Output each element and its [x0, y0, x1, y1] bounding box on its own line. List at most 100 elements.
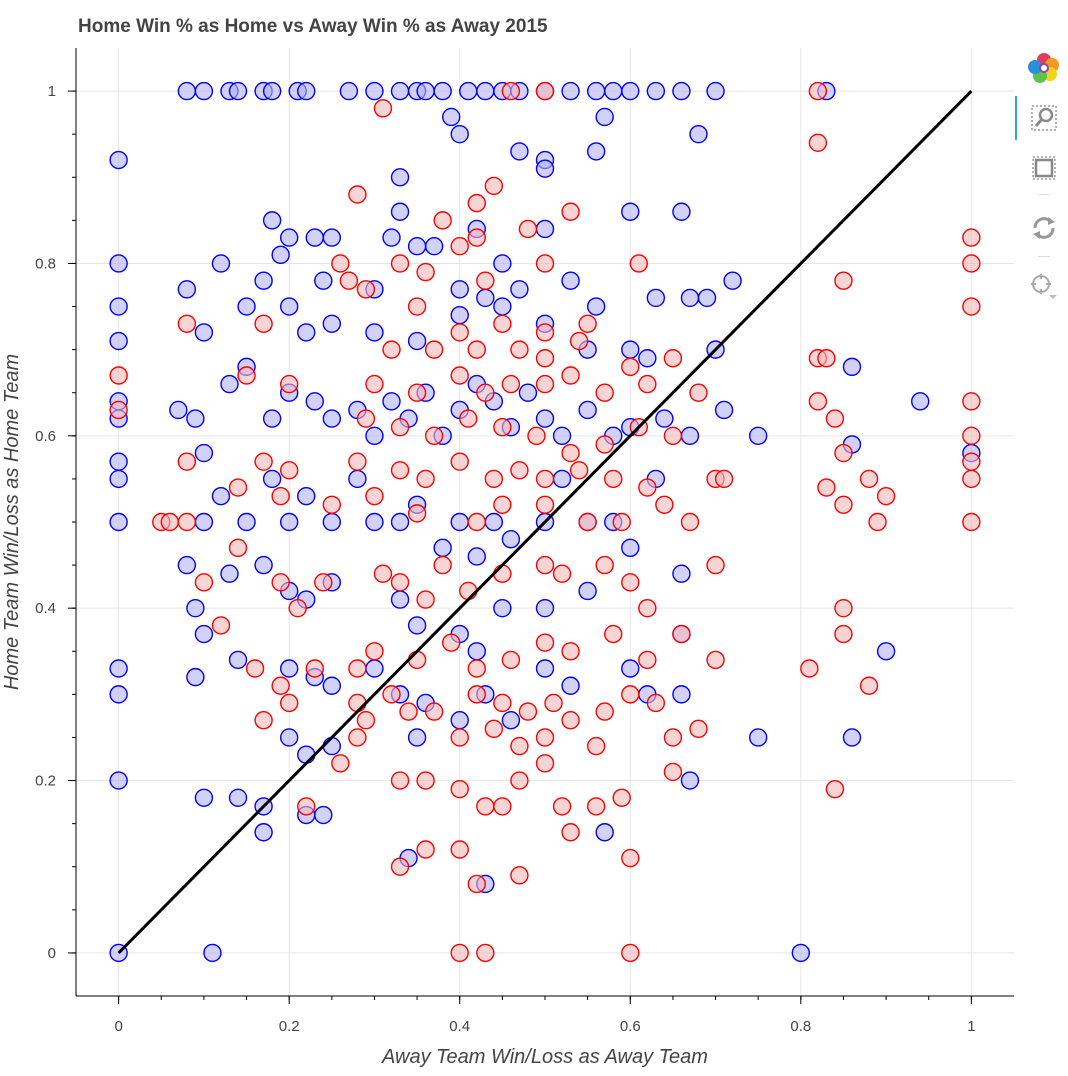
data-point-red [177, 314, 197, 333]
axes: 0 0.2 0.4 0.6 0.8 1 0 0.2 0.4 0.6 0.8 1 [35, 48, 1014, 1035]
data-point-blue [552, 426, 572, 446]
data-point-red [450, 943, 469, 963]
data-point-red [706, 555, 725, 575]
data-point-blue [595, 107, 614, 127]
data-point-blue [407, 616, 427, 635]
bokeh-logo-icon[interactable] [1024, 48, 1064, 88]
data-point-blue [186, 598, 205, 618]
data-point-red [510, 736, 529, 756]
data-point-red [467, 512, 486, 532]
data-point-red [638, 374, 657, 394]
data-point-red [518, 219, 538, 239]
data-point-red [834, 495, 853, 514]
reset-icon[interactable] [1024, 208, 1064, 248]
data-point-blue [109, 685, 128, 704]
chart-title: Home Win % as Home vs Away Win % as Away… [78, 16, 548, 37]
data-point-blue [390, 512, 410, 532]
data-point-blue [211, 254, 231, 273]
data-point-red [578, 314, 597, 333]
data-point-blue [586, 81, 606, 101]
data-point-blue [186, 667, 205, 687]
data-point-blue [322, 314, 342, 333]
data-point-blue [493, 254, 512, 273]
data-point-red [271, 573, 290, 592]
data-point-red [535, 254, 555, 273]
data-point-blue [638, 349, 657, 368]
data-point-blue [672, 81, 691, 101]
data-point-red [962, 297, 981, 316]
data-point-blue [220, 374, 239, 394]
data-point-blue [169, 400, 188, 420]
data-point-red [535, 754, 555, 773]
data-point-blue [467, 547, 486, 566]
data-point-blue [297, 745, 316, 764]
data-point-blue [365, 323, 384, 342]
data-point-blue [578, 581, 597, 601]
data-point-red [356, 409, 376, 428]
data-point-blue [748, 728, 768, 747]
data-point-blue [680, 288, 700, 308]
data-point-red [348, 693, 367, 713]
data-point-red [237, 366, 256, 385]
data-point-blue [390, 202, 410, 221]
data-point-blue [203, 943, 222, 963]
data-point-red [416, 262, 435, 282]
data-point-blue [842, 357, 862, 377]
data-point-red [595, 555, 614, 575]
x-tick-label: 0.2 [279, 1018, 300, 1035]
data-point-blue [561, 81, 580, 101]
data-point-red [373, 99, 393, 118]
data-point-red [825, 779, 845, 799]
data-point-red [535, 323, 555, 342]
data-point-blue [109, 254, 128, 273]
data-point-blue [194, 788, 214, 807]
data-point-blue [911, 392, 930, 411]
data-point-red [484, 719, 504, 739]
data-point-red [348, 452, 367, 471]
data-point-red [365, 374, 384, 394]
data-point-blue [433, 538, 452, 558]
data-point-red [271, 676, 290, 695]
data-point-red [271, 486, 290, 506]
data-point-red [177, 452, 197, 471]
data-point-red [808, 81, 828, 101]
data-point-red [433, 555, 452, 575]
data-point-blue [621, 81, 640, 101]
data-point-red [390, 857, 410, 876]
data-point-blue [322, 736, 342, 756]
data-point-red [297, 797, 316, 816]
wheel-zoom-icon[interactable] [1024, 98, 1064, 138]
data-point-red [467, 340, 486, 359]
data-point-red [160, 512, 180, 532]
hover-icon[interactable] [1024, 266, 1064, 306]
data-point-blue [535, 659, 555, 678]
data-point-blue [348, 469, 367, 489]
data-point-red [390, 418, 410, 437]
data-point-red [510, 340, 529, 359]
data-point-blue [714, 400, 734, 420]
data-point-blue [552, 469, 572, 489]
y-axis-label: Home Team Win/Loss as Home Team [1, 354, 23, 690]
data-point-blue [339, 81, 359, 101]
data-point-red [561, 202, 580, 221]
data-point-blue [211, 486, 231, 506]
data-point-red [177, 512, 197, 532]
data-point-blue [254, 823, 273, 842]
data-point-red [305, 659, 324, 678]
data-point-red [390, 573, 410, 592]
data-point-red [450, 237, 469, 256]
data-point-red [629, 254, 648, 273]
data-point-blue [621, 659, 640, 678]
data-point-blue [177, 555, 197, 575]
data-point-blue [535, 219, 555, 239]
data-point-red [279, 693, 299, 713]
data-point-blue [322, 676, 342, 695]
data-point-red [407, 650, 427, 670]
box-zoom-icon[interactable] [1024, 148, 1064, 188]
x-tick-label: 1 [967, 1018, 975, 1035]
data-point-red [552, 797, 572, 816]
data-point-red [254, 452, 273, 471]
data-point-blue [459, 81, 478, 101]
data-point-red [663, 728, 683, 747]
data-point-blue [228, 81, 248, 101]
